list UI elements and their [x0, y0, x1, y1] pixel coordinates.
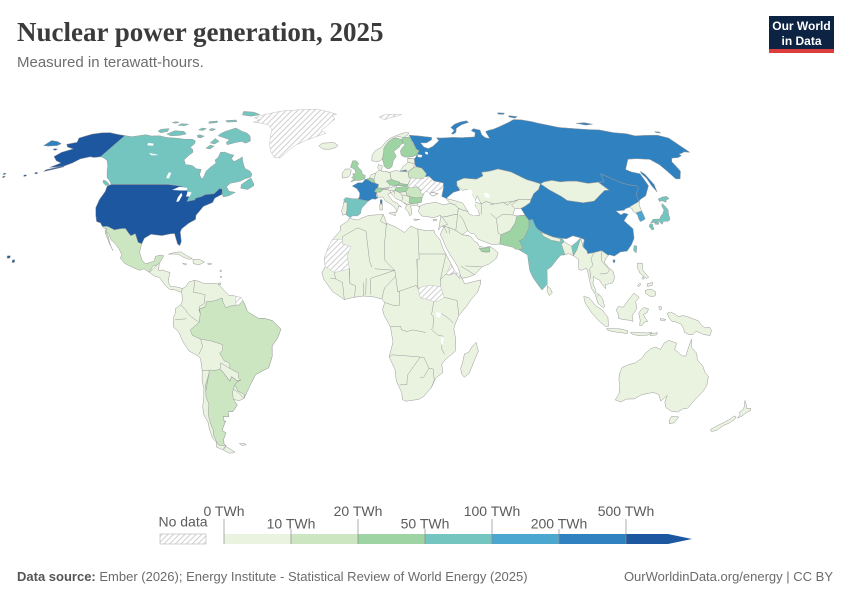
svg-text:100 TWh: 100 TWh: [464, 503, 521, 519]
svg-text:No data: No data: [158, 514, 207, 530]
svg-text:0 TWh: 0 TWh: [204, 503, 245, 519]
svg-text:50 TWh: 50 TWh: [401, 516, 450, 532]
svg-text:200 TWh: 200 TWh: [531, 516, 588, 532]
svg-text:10 TWh: 10 TWh: [267, 516, 316, 532]
svg-text:500 TWh: 500 TWh: [598, 503, 655, 519]
svg-text:20 TWh: 20 TWh: [334, 503, 383, 519]
